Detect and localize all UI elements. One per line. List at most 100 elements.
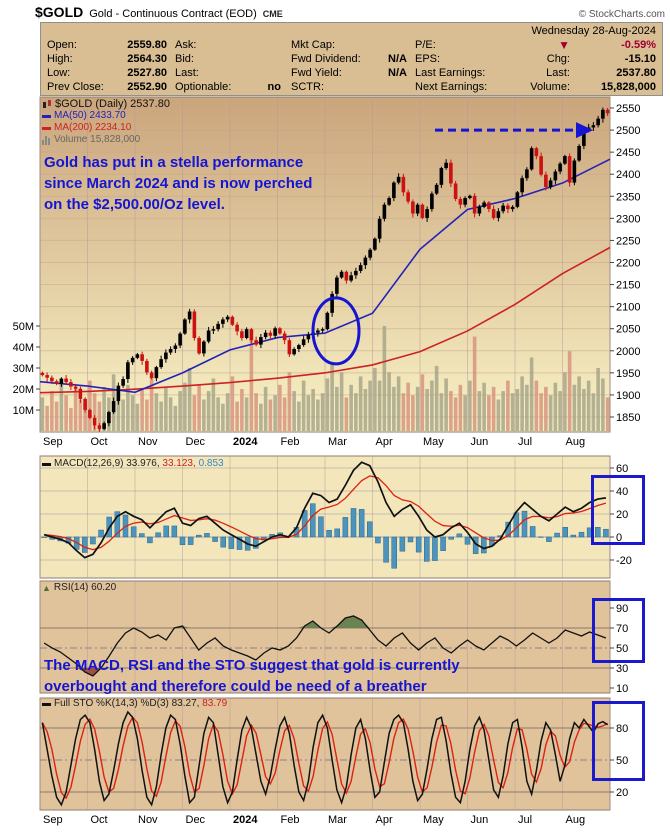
month-label: Dec: [185, 814, 206, 826]
quote-right-label: Chg:: [546, 53, 570, 65]
month-label: Jul: [518, 814, 533, 826]
annotation-line: Gold has put in a stella performance: [44, 154, 304, 171]
ma50-dash-icon: [42, 114, 51, 118]
quote-label: Fwd Dividend:: [291, 53, 361, 65]
legend-symbol-text: $GOLD (Daily) 2537.80: [55, 98, 170, 110]
volume-tick-label: 40M: [13, 342, 34, 354]
quote-value: [381, 38, 407, 52]
sto-name: Full STO %K(14,3) %D(3): [54, 698, 169, 709]
quote-label: Optionable:: [175, 81, 232, 93]
quote-label: P/E:: [415, 39, 436, 51]
quote-value: [247, 38, 281, 52]
ma200-dash-icon: [42, 126, 51, 130]
month-label: Sep: [43, 436, 63, 448]
price-tick-label: 2000: [616, 346, 640, 358]
quote-value: 2527.80: [127, 67, 167, 79]
quote-value: [247, 66, 281, 80]
price-chart: 2550 2500 2450 2400 2350 2300 2250 2200 2150 2100…: [13, 96, 640, 433]
rsi-text: RSI(14) 60.20: [53, 582, 117, 593]
quote-rows: Open: 2559.80 Ask: Mkt Cap: P/E: ▼ -0.59% High:…: [41, 38, 662, 94]
legend-ma200-row: MA(200) 2234.10: [42, 122, 170, 134]
macd-signal-value: 33.123,: [162, 458, 196, 469]
tick-label: 30: [616, 663, 628, 675]
rsi-legend: ▲ RSI(14) 60.20: [42, 582, 116, 594]
quote-value: 2564.30: [127, 53, 167, 65]
month-label: Jun: [470, 436, 489, 448]
month-label: May: [423, 436, 444, 448]
quote-label: Mkt Cap:: [291, 39, 336, 51]
quote-right-label: ▼: [518, 38, 570, 52]
x-axis-months-top: Sep Oct Nov Dec 2024 Feb Mar Apr May Jun Jul Aug: [0, 434, 670, 452]
tick-label: 60: [616, 463, 628, 475]
sto-dash-icon: [42, 702, 51, 706]
price-tick-label: 2150: [616, 280, 640, 292]
month-label: Aug: [565, 814, 586, 826]
quote-right-value: -15.10: [624, 53, 656, 65]
rsi-highlight-rect: [592, 598, 645, 663]
quote-box: Wednesday 28-Aug-2024 Open: 2559.80 Ask: Mk…: [40, 22, 663, 96]
quote-right-value: 2537.80: [616, 67, 656, 79]
quote-label: Prev Close:: [47, 81, 104, 93]
symbol: $GOLD: [35, 4, 84, 20]
volume-tick-label: 50M: [13, 321, 34, 333]
sto-legend-row: Full STO %K(14,3) %D(3) 83.27, 83.79: [42, 698, 227, 710]
price-tick-label: 1950: [616, 368, 640, 380]
volume-tick-label: 20M: [13, 384, 34, 396]
down-triangle-icon: ▼: [558, 38, 570, 52]
x-axis-months-bottom: Sep Oct Nov Dec 2024 Feb Mar Apr May Jun Jul Aug: [0, 812, 670, 832]
tick-label: 20: [616, 509, 628, 521]
month-label: Jul: [518, 436, 533, 448]
macd-legend: MACD(12,26,9) 33.976, 33.123, 0.853: [42, 458, 224, 470]
month-label: Mar: [328, 814, 347, 826]
quote-label: Open:: [47, 39, 77, 51]
macd-hist-value: 0.853: [198, 458, 224, 469]
quote-right-value: -0.59%: [621, 39, 656, 51]
tick-label: 80: [616, 723, 628, 735]
sto-legend: Full STO %K(14,3) %D(3) 83.27, 83.79: [42, 698, 227, 710]
price-tick-label: 2300: [616, 213, 640, 225]
quote-value: N/A: [388, 53, 407, 65]
price-tick-label: 2200: [616, 258, 640, 270]
stochastics-chart: 80 50 20: [39, 697, 628, 811]
quote-label: [511, 52, 518, 66]
quote-label: Next Earnings:: [415, 81, 488, 93]
quote-label: SCTR:: [291, 81, 324, 93]
legend-ma50-row: MA(50) 2433.70: [42, 110, 170, 122]
quote-value: N/A: [388, 67, 407, 79]
month-label: Oct: [90, 814, 108, 826]
tick-label: 40: [616, 486, 628, 498]
quote-row: Open: 2559.80 Ask: Mkt Cap: P/E: ▼ -0.59%: [41, 38, 662, 52]
macd-value: 33.976,: [126, 458, 160, 469]
exchange: CME: [262, 9, 283, 19]
price-tick-label: 2050: [616, 324, 640, 336]
legend-ma50-text: MA(50) 2433.70: [54, 110, 126, 121]
month-label: Nov: [138, 814, 158, 826]
month-label: Apr: [375, 814, 393, 826]
quote-label: EPS:: [415, 53, 441, 65]
tick-label: -20: [616, 555, 632, 567]
price-tick-label: 2450: [616, 147, 640, 159]
macd-highlight-rect: [591, 475, 645, 545]
price-tick-label: 2100: [616, 302, 640, 314]
tick-label: 70: [616, 623, 628, 635]
price-tick-label: 1850: [616, 412, 640, 424]
annotation-line: on the $2,500.00/Oz level.: [44, 196, 225, 213]
volume-bars: [40, 326, 610, 431]
month-label: 2024: [233, 814, 258, 826]
quote-label: [511, 38, 518, 52]
macd-signal-line: [44, 475, 607, 551]
quote-value: no: [267, 81, 281, 93]
rsi-line: [43, 615, 607, 677]
month-label: Mar: [328, 436, 347, 448]
quote-value: 2552.90: [127, 81, 167, 93]
tick-label: 90: [616, 603, 628, 615]
quote-label: Last Earnings:: [415, 67, 486, 79]
rsi-chart: 90 70 50 30 10: [39, 580, 628, 695]
tick-label: 50: [616, 755, 628, 767]
month-label: May: [423, 814, 444, 826]
price-legend: $GOLD (Daily) 2537.80 MA(50) 2433.70 MA(…: [42, 98, 170, 146]
quote-row: High: 2564.30 Bid: Fwd Dividend: N/A EPS: Chg:…: [41, 52, 662, 66]
breakout-ellipse: [311, 296, 361, 366]
mountain-icon: ▲: [42, 583, 51, 593]
